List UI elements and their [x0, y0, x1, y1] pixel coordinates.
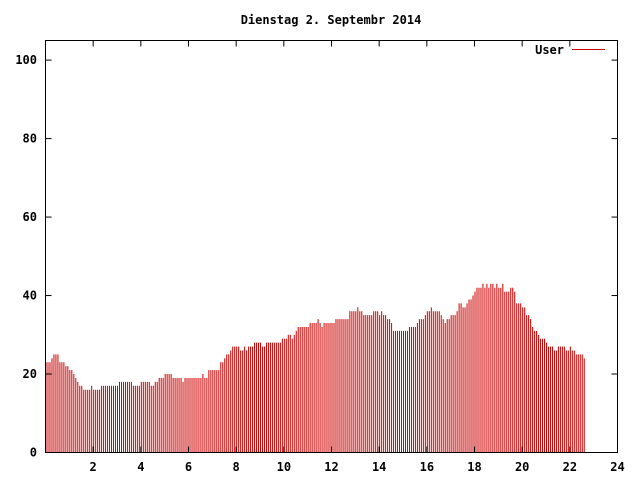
y-tick-label: 60 [23, 210, 37, 224]
x-tick-label: 16 [420, 460, 434, 474]
x-tick-label: 6 [185, 460, 192, 474]
x-tick-label: 12 [324, 460, 338, 474]
x-tick-label: 18 [467, 460, 481, 474]
x-tick-label: 20 [515, 460, 529, 474]
y-tick-label: 100 [15, 53, 37, 67]
x-tick-label: 10 [277, 460, 291, 474]
x-tick-label: 8 [233, 460, 240, 474]
y-tick-label: 40 [23, 289, 37, 303]
plot-border [45, 40, 618, 453]
bars [45, 283, 585, 453]
legend-label: User [535, 43, 564, 57]
x-tick-label: 2 [90, 460, 97, 474]
legend: User [535, 43, 605, 57]
x-tick-label: 4 [137, 460, 144, 474]
y-tick-label: 80 [23, 132, 37, 146]
y-tick-label: 0 [30, 446, 37, 460]
x-tick-label: 14 [372, 460, 386, 474]
y-tick-label: 20 [23, 367, 37, 381]
chart-title: Dienstag 2. Septembr 2014 [241, 13, 422, 27]
x-tick-label: 22 [563, 460, 577, 474]
x-tick-label: 24 [610, 460, 624, 474]
